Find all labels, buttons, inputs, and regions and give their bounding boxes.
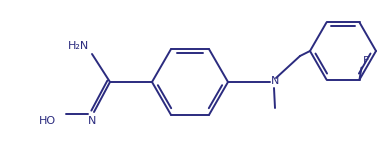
Text: N: N <box>271 76 280 86</box>
Text: HO: HO <box>39 116 56 126</box>
Text: F: F <box>362 56 369 66</box>
Text: N: N <box>88 116 96 126</box>
Text: H₂N: H₂N <box>68 41 89 51</box>
